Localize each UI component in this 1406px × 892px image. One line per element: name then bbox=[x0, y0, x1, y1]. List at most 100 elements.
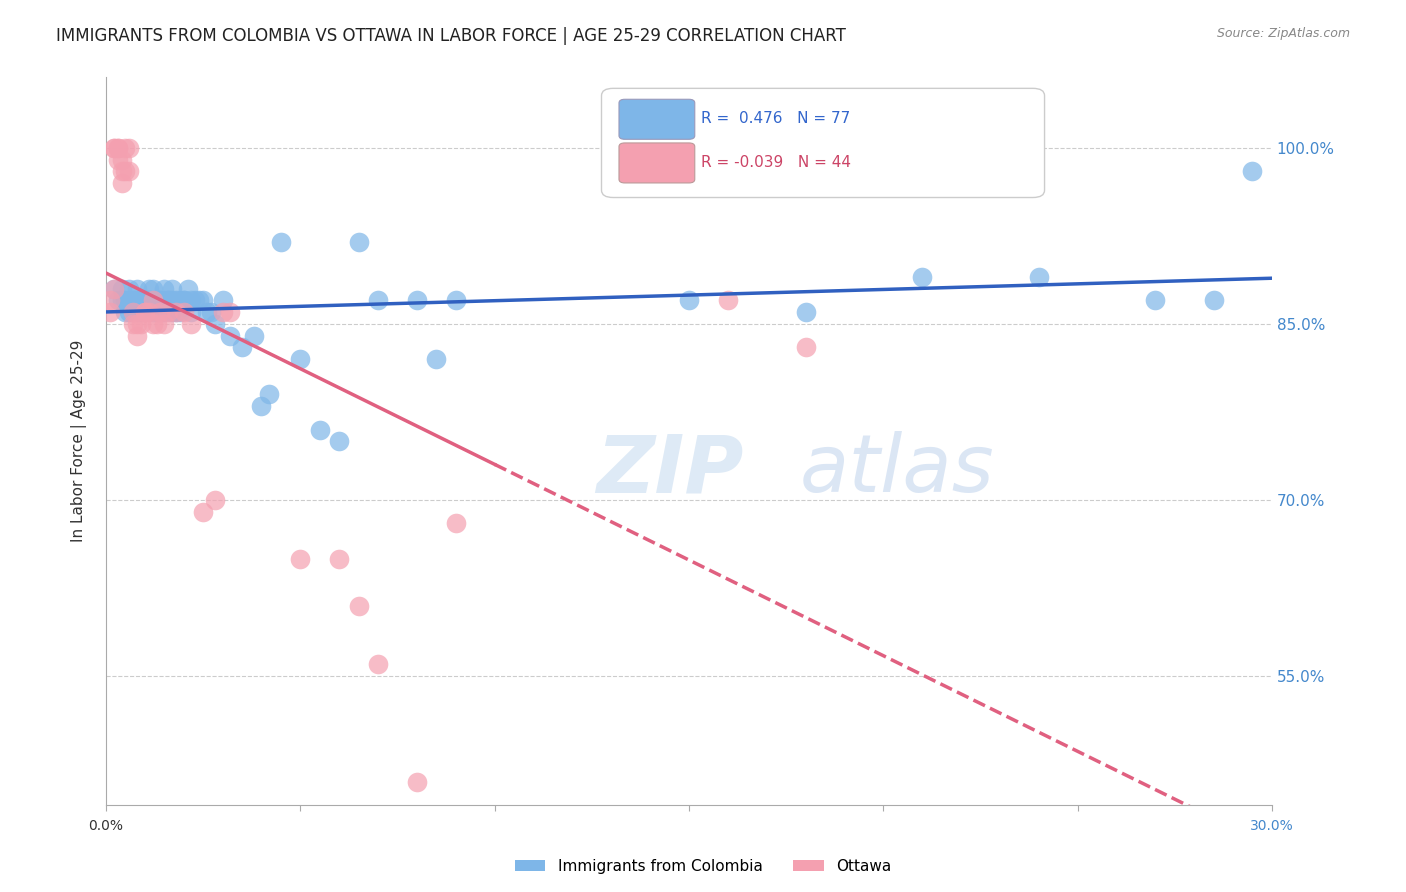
Point bbox=[347, 235, 370, 249]
Point bbox=[153, 282, 176, 296]
Point bbox=[118, 141, 141, 155]
Point bbox=[153, 317, 176, 331]
Point bbox=[1241, 164, 1264, 178]
Point bbox=[134, 305, 156, 319]
Point bbox=[114, 293, 136, 308]
Point bbox=[257, 387, 280, 401]
Point bbox=[911, 269, 934, 284]
Point bbox=[367, 657, 389, 672]
Point bbox=[1202, 293, 1225, 308]
Point bbox=[200, 305, 222, 319]
Point bbox=[122, 293, 145, 308]
Point bbox=[219, 328, 242, 343]
Text: ZIP: ZIP bbox=[596, 432, 742, 509]
Point bbox=[138, 305, 160, 319]
Point bbox=[103, 141, 125, 155]
Point bbox=[173, 293, 195, 308]
Point bbox=[125, 305, 148, 319]
Point bbox=[188, 293, 211, 308]
Point bbox=[176, 282, 198, 296]
Point bbox=[138, 282, 160, 296]
Point bbox=[125, 328, 148, 343]
Point bbox=[165, 305, 187, 319]
Point bbox=[103, 282, 125, 296]
Point bbox=[191, 293, 214, 308]
Point bbox=[406, 774, 429, 789]
Point bbox=[118, 164, 141, 178]
Point bbox=[142, 317, 165, 331]
Point bbox=[110, 153, 132, 167]
Point bbox=[153, 305, 176, 319]
Legend: Immigrants from Colombia, Ottawa: Immigrants from Colombia, Ottawa bbox=[509, 853, 897, 880]
Point bbox=[138, 293, 160, 308]
Text: IMMIGRANTS FROM COLOMBIA VS OTTAWA IN LABOR FORCE | AGE 25-29 CORRELATION CHART: IMMIGRANTS FROM COLOMBIA VS OTTAWA IN LA… bbox=[56, 27, 846, 45]
Point bbox=[231, 340, 253, 354]
Point bbox=[219, 305, 242, 319]
Point bbox=[180, 293, 202, 308]
Point bbox=[180, 305, 202, 319]
Point bbox=[129, 317, 152, 331]
Point bbox=[160, 293, 183, 308]
Point bbox=[107, 141, 129, 155]
Point bbox=[122, 305, 145, 319]
Point bbox=[142, 282, 165, 296]
Point bbox=[149, 305, 172, 319]
Point bbox=[125, 293, 148, 308]
Point bbox=[125, 282, 148, 296]
Point bbox=[169, 293, 191, 308]
Point bbox=[122, 293, 145, 308]
Point bbox=[114, 141, 136, 155]
Point bbox=[328, 551, 350, 566]
Point bbox=[406, 293, 429, 308]
Point bbox=[145, 293, 167, 308]
Point bbox=[367, 293, 389, 308]
Point bbox=[195, 305, 218, 319]
Point bbox=[134, 293, 156, 308]
Point bbox=[142, 293, 165, 308]
Point bbox=[678, 293, 700, 308]
Point bbox=[129, 305, 152, 319]
Point bbox=[153, 293, 176, 308]
Point bbox=[103, 141, 125, 155]
Point bbox=[129, 293, 152, 308]
Text: atlas: atlas bbox=[800, 432, 994, 509]
Point bbox=[157, 293, 180, 308]
Point bbox=[122, 305, 145, 319]
Point bbox=[149, 293, 172, 308]
Point bbox=[145, 305, 167, 319]
Point bbox=[114, 305, 136, 319]
Point bbox=[110, 282, 132, 296]
Point bbox=[118, 305, 141, 319]
Point bbox=[204, 317, 226, 331]
Point bbox=[118, 293, 141, 308]
Point bbox=[107, 153, 129, 167]
Point bbox=[134, 305, 156, 319]
Point bbox=[138, 293, 160, 308]
Text: 30.0%: 30.0% bbox=[1250, 819, 1294, 833]
Point bbox=[118, 282, 141, 296]
Point bbox=[242, 328, 264, 343]
Point bbox=[157, 293, 180, 308]
Point bbox=[145, 317, 167, 331]
Point bbox=[173, 305, 195, 319]
Point bbox=[1144, 293, 1167, 308]
Point bbox=[110, 164, 132, 178]
Point bbox=[142, 293, 165, 308]
Point bbox=[103, 282, 125, 296]
Point bbox=[160, 282, 183, 296]
Text: 0.0%: 0.0% bbox=[89, 819, 124, 833]
Point bbox=[444, 293, 467, 308]
Point bbox=[149, 293, 172, 308]
Point bbox=[290, 352, 312, 367]
Y-axis label: In Labor Force | Age 25-29: In Labor Force | Age 25-29 bbox=[72, 340, 87, 542]
Point bbox=[184, 293, 207, 308]
Text: R =  0.476   N = 77: R = 0.476 N = 77 bbox=[700, 112, 849, 127]
Point bbox=[211, 293, 233, 308]
Point bbox=[290, 551, 312, 566]
Point bbox=[1028, 269, 1050, 284]
Point bbox=[157, 305, 180, 319]
Point bbox=[717, 293, 740, 308]
Point bbox=[98, 293, 121, 308]
Point bbox=[129, 293, 152, 308]
Point bbox=[110, 176, 132, 190]
